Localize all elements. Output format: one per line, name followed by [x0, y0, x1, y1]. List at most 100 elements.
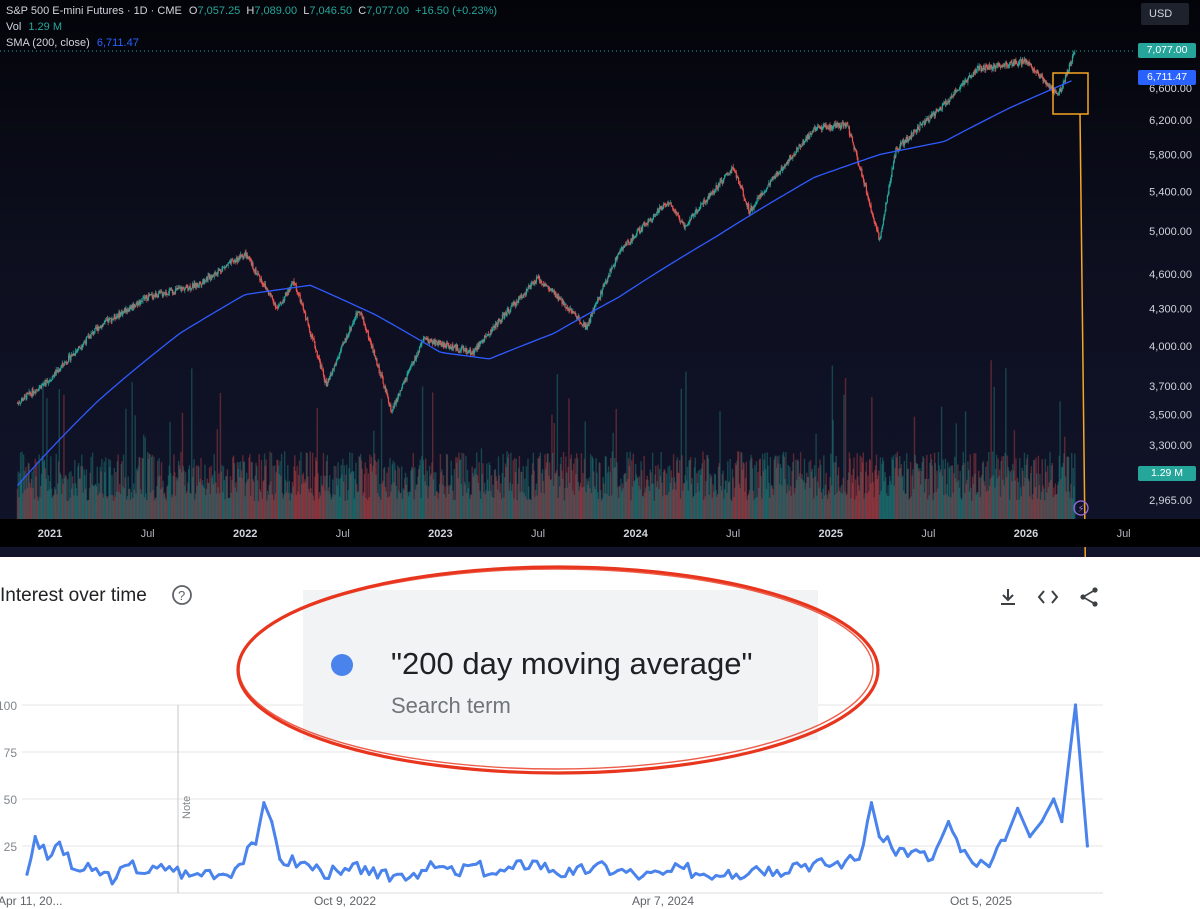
volume-bar	[1059, 401, 1061, 519]
volume-bar	[201, 480, 204, 519]
volume-bar	[806, 472, 808, 519]
candle-body	[576, 318, 579, 320]
candle-body	[272, 298, 274, 301]
volume-bar	[62, 483, 64, 519]
candle-body	[196, 283, 198, 287]
candle-body	[709, 193, 711, 198]
volume-bar	[607, 472, 609, 519]
volume-bar	[981, 474, 983, 519]
candle-body	[961, 83, 964, 86]
candle-body	[624, 244, 626, 247]
volume-bar	[536, 495, 538, 519]
candle-body	[746, 204, 748, 207]
volume-bar	[1016, 477, 1019, 519]
candle-body	[834, 123, 836, 126]
volume-bar	[243, 461, 246, 519]
volume-bar	[48, 489, 50, 519]
volume-bar	[818, 487, 820, 519]
candle-body	[868, 198, 870, 200]
interest-point	[420, 868, 424, 873]
event-marker-icon[interactable]	[1073, 500, 1089, 516]
volume-bar	[254, 475, 256, 519]
candle-body	[123, 308, 125, 312]
interest-point	[221, 872, 225, 876]
volume-bar	[844, 491, 846, 519]
candle-body	[1039, 75, 1041, 78]
volume-bar	[115, 472, 117, 519]
candle-body	[1046, 83, 1048, 85]
currency-button[interactable]: USD	[1141, 3, 1189, 25]
volume-bar	[481, 474, 483, 519]
candle-body	[1042, 77, 1044, 82]
candle-body	[1061, 89, 1063, 92]
open-value: 7,057.25	[197, 5, 241, 17]
candle-body	[223, 266, 225, 268]
candle-body	[456, 344, 459, 350]
candle-body	[547, 286, 549, 288]
interest-point	[531, 859, 535, 863]
volume-bar	[139, 457, 141, 519]
volume-bar	[335, 466, 337, 519]
volume-bar	[933, 452, 936, 519]
volume-bar	[264, 466, 267, 519]
volume-bar	[592, 458, 594, 519]
volume-bar	[683, 483, 686, 519]
volume-bar	[276, 460, 278, 519]
svg-text:?: ?	[178, 588, 185, 603]
volume-bar	[354, 478, 356, 519]
volume-bar	[217, 487, 219, 519]
help-circle-icon[interactable]: ?	[171, 584, 193, 606]
volume-bar	[531, 474, 533, 519]
candle-body	[910, 132, 912, 139]
volume-bar	[928, 495, 930, 519]
volume-bar	[376, 461, 378, 519]
candle-body	[19, 402, 21, 404]
volume-bar	[828, 492, 830, 519]
volume-bar	[50, 456, 52, 519]
candle-body	[332, 368, 335, 370]
candle-body	[120, 311, 122, 313]
candle-body	[170, 288, 172, 290]
volume-bar	[37, 500, 40, 519]
download-icon[interactable]	[997, 586, 1019, 608]
note-marker-label[interactable]: Note	[181, 796, 193, 819]
candle-body	[843, 124, 845, 126]
candle-body	[551, 288, 553, 292]
share-icon[interactable]	[1077, 585, 1101, 609]
volume-bar	[903, 460, 906, 519]
volume-bar	[923, 458, 925, 519]
candle-body	[981, 68, 983, 72]
volume-legend[interactable]: Vol 1.29 M	[6, 21, 62, 33]
volume-bar	[170, 497, 173, 519]
volume-bar	[737, 451, 740, 519]
volume-bar	[1035, 457, 1037, 519]
volume-bar	[78, 478, 81, 519]
volume-bar	[546, 453, 548, 519]
candle-body	[790, 157, 792, 160]
volume-bar	[820, 492, 823, 519]
volume-bar	[735, 465, 737, 519]
candle-body	[747, 203, 749, 207]
volume-bar	[667, 466, 669, 519]
volume-bar	[446, 454, 449, 519]
volume-bar	[986, 461, 988, 519]
volume-bar	[1027, 478, 1030, 519]
candle-body	[650, 218, 652, 221]
candle-body	[244, 251, 246, 255]
candle-body	[229, 260, 232, 264]
candle-body	[239, 256, 241, 259]
candle-body	[256, 273, 258, 275]
candle-body	[448, 346, 450, 349]
sma-legend[interactable]: SMA (200, close) 6,711.47	[6, 37, 139, 49]
symbol-title[interactable]: S&P 500 E-mini Futures · 1D · CME	[6, 5, 182, 17]
volume-bar	[936, 488, 939, 519]
volume-bar	[954, 478, 957, 519]
candle-body	[100, 326, 102, 329]
candle-body	[207, 275, 209, 281]
volume-bar	[851, 474, 853, 519]
volume-bar	[686, 480, 688, 519]
volume-bar	[17, 471, 19, 519]
candle-body	[1061, 87, 1064, 90]
series-legend[interactable]: "200 day moving average" Search term	[303, 590, 818, 740]
embed-icon[interactable]	[1036, 586, 1060, 608]
